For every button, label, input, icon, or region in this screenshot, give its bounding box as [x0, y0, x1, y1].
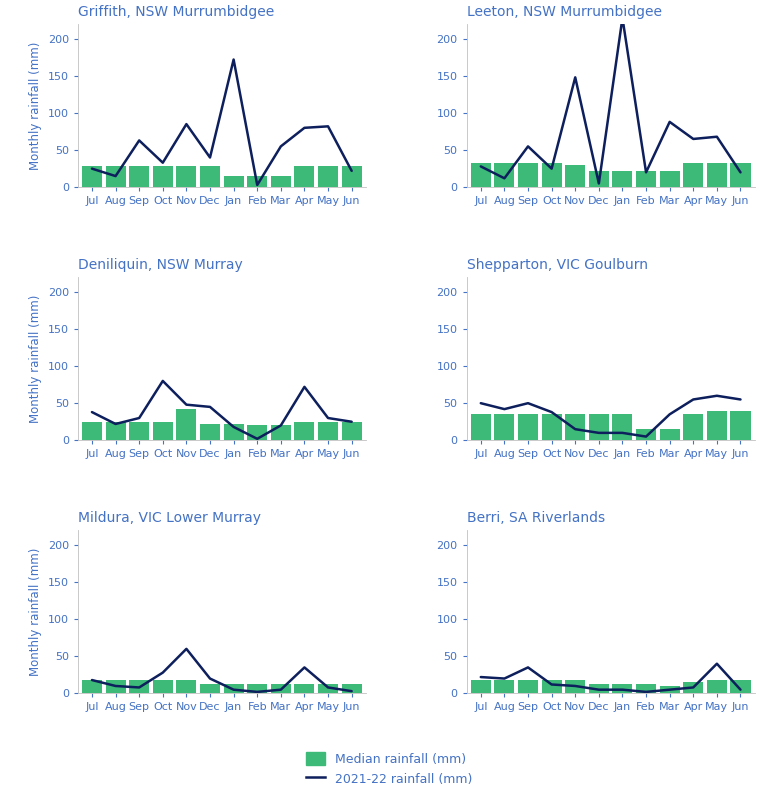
Bar [731, 680, 751, 693]
Bar [342, 167, 362, 187]
Bar [612, 414, 633, 440]
Bar [589, 685, 609, 693]
Bar [707, 680, 727, 693]
Bar [731, 163, 751, 187]
Bar [660, 686, 680, 693]
Bar [177, 167, 196, 187]
Bar [247, 176, 268, 187]
Bar [541, 163, 562, 187]
Bar [541, 680, 562, 693]
Bar [129, 680, 149, 693]
Bar [342, 422, 362, 440]
Bar [342, 685, 362, 693]
Bar [612, 685, 633, 693]
Bar [318, 422, 338, 440]
Bar [636, 171, 656, 187]
Bar [541, 414, 562, 440]
Bar [200, 685, 220, 693]
Bar [247, 426, 268, 440]
Bar [494, 680, 514, 693]
Text: Shepparton, VIC Goulburn: Shepparton, VIC Goulburn [467, 257, 647, 272]
Bar [683, 414, 703, 440]
Bar [271, 176, 291, 187]
Bar [707, 163, 727, 187]
Bar [494, 414, 514, 440]
Bar [471, 163, 491, 187]
Bar [177, 409, 196, 440]
Y-axis label: Monthly rainfall (mm): Monthly rainfall (mm) [29, 548, 42, 676]
Bar [731, 410, 751, 440]
Text: Leeton, NSW Murrumbidgee: Leeton, NSW Murrumbidgee [467, 5, 661, 18]
Bar [565, 165, 585, 187]
Bar [612, 171, 633, 187]
Bar [177, 680, 196, 693]
Bar [294, 167, 314, 187]
Bar [318, 685, 338, 693]
Bar [636, 429, 656, 440]
Bar [82, 680, 102, 693]
Bar [129, 422, 149, 440]
Bar [471, 414, 491, 440]
Bar [152, 680, 173, 693]
Bar [152, 422, 173, 440]
Bar [471, 680, 491, 693]
Bar [318, 167, 338, 187]
Bar [565, 414, 585, 440]
Bar [223, 685, 244, 693]
Bar [660, 429, 680, 440]
Text: Mildura, VIC Lower Murray: Mildura, VIC Lower Murray [78, 511, 261, 524]
Bar [106, 422, 125, 440]
Bar [106, 167, 125, 187]
Bar [589, 171, 609, 187]
Legend: Median rainfall (mm), 2021-22 rainfall (mm): Median rainfall (mm), 2021-22 rainfall (… [301, 748, 477, 791]
Bar [683, 682, 703, 693]
Bar [518, 680, 538, 693]
Bar [707, 410, 727, 440]
Bar [129, 167, 149, 187]
Bar [271, 685, 291, 693]
Bar [200, 424, 220, 440]
Y-axis label: Monthly rainfall (mm): Monthly rainfall (mm) [29, 41, 42, 170]
Bar [223, 424, 244, 440]
Bar [271, 426, 291, 440]
Bar [518, 163, 538, 187]
Bar [683, 163, 703, 187]
Bar [82, 422, 102, 440]
Bar [294, 685, 314, 693]
Bar [518, 414, 538, 440]
Bar [223, 176, 244, 187]
Text: Berri, SA Riverlands: Berri, SA Riverlands [467, 511, 605, 524]
Text: Deniliquin, NSW Murray: Deniliquin, NSW Murray [78, 257, 243, 272]
Bar [247, 685, 268, 693]
Bar [82, 167, 102, 187]
Bar [200, 167, 220, 187]
Bar [152, 167, 173, 187]
Bar [589, 414, 609, 440]
Text: Griffith, NSW Murrumbidgee: Griffith, NSW Murrumbidgee [78, 5, 274, 18]
Y-axis label: Monthly rainfall (mm): Monthly rainfall (mm) [29, 294, 42, 423]
Bar [106, 680, 125, 693]
Bar [494, 163, 514, 187]
Bar [565, 680, 585, 693]
Bar [294, 422, 314, 440]
Bar [660, 171, 680, 187]
Bar [636, 685, 656, 693]
